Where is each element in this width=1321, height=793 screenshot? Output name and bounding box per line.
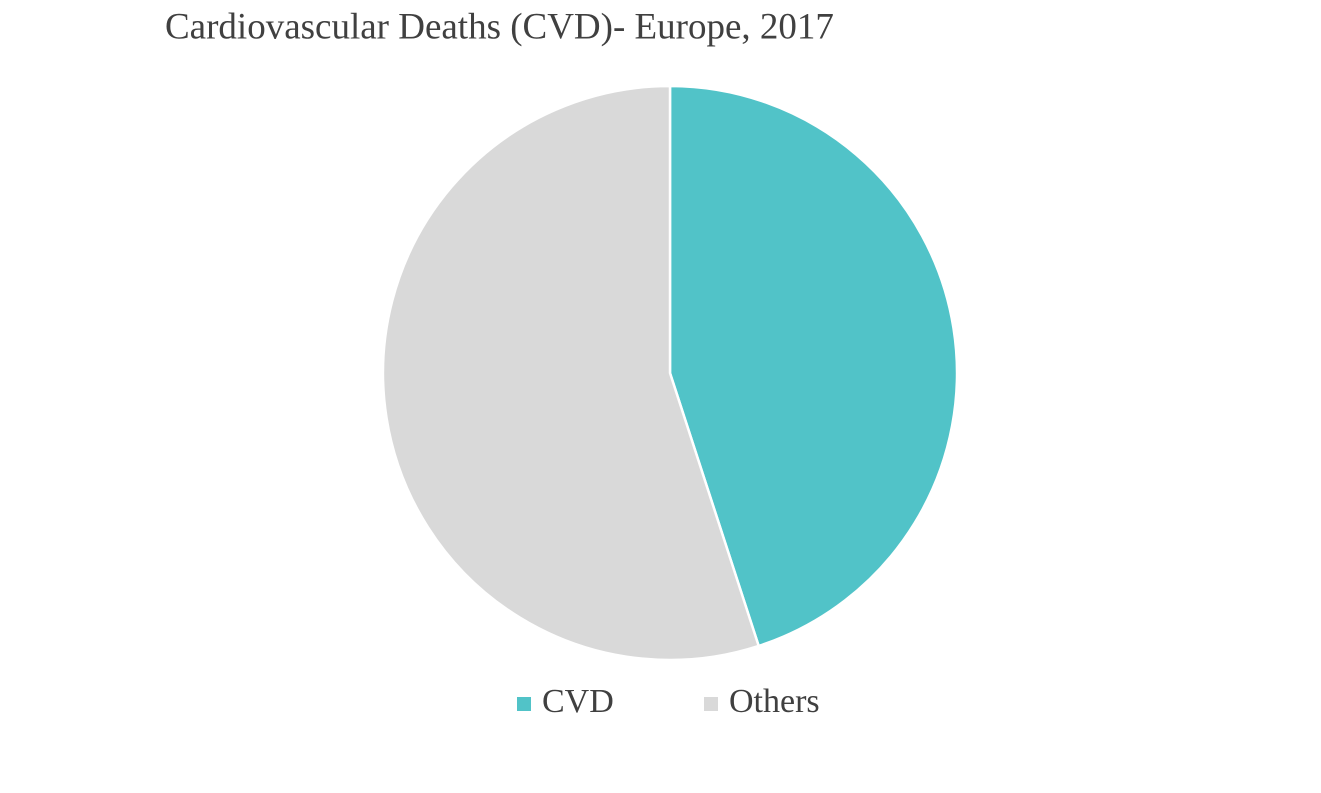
pie-slice <box>381 84 761 662</box>
chart-title: Cardiovascular Deaths (CVD)- Europe, 201… <box>165 6 834 47</box>
legend-swatch <box>517 697 531 711</box>
pie-slice <box>668 84 959 648</box>
legend-label: Others <box>729 683 820 720</box>
legend-swatch <box>704 697 718 711</box>
legend-label: CVD <box>542 683 614 720</box>
